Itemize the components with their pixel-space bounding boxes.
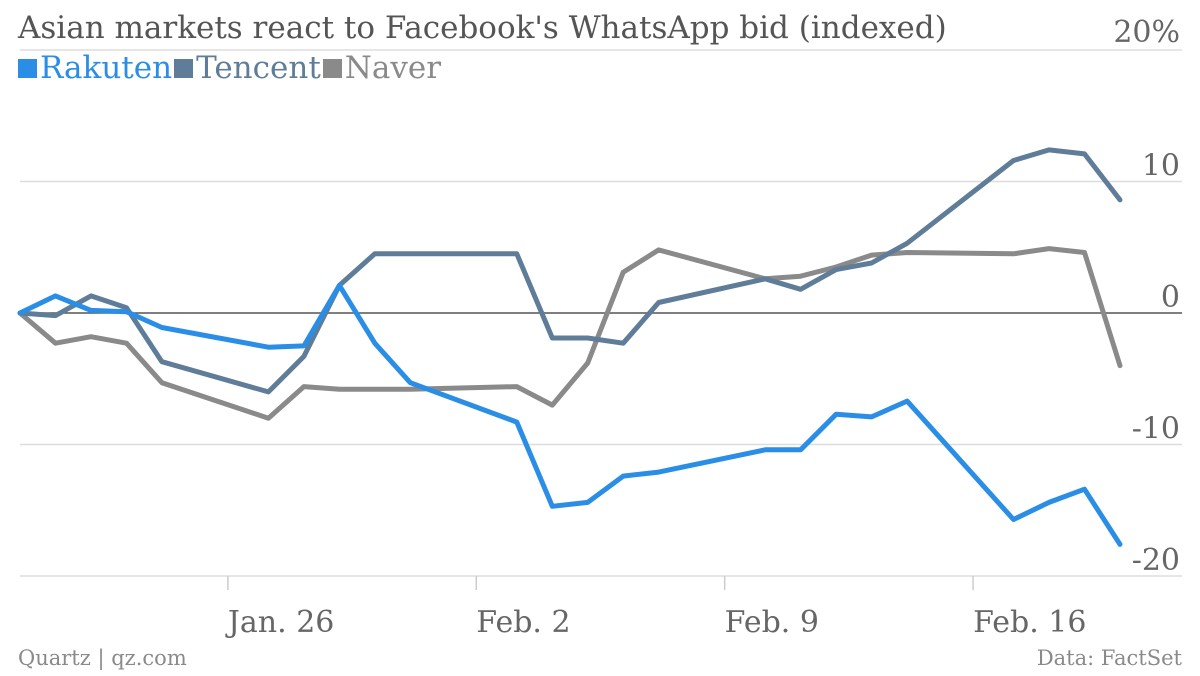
legend: Rakuten Tencent Naver [18,50,443,86]
x-tick-label: Feb. 9 [725,605,819,640]
y-tick-label: 10 [1142,149,1180,184]
series-line-tencent [17,147,1123,395]
legend-item-tencent: Tencent [174,50,321,86]
y-tick-label: -20 [1132,543,1180,578]
y-tick-label: 20% [1113,15,1180,50]
legend-label-rakuten: Rakuten [40,50,173,86]
chart-title: Asian markets react to Facebook's WhatsA… [18,10,947,46]
series-line-naver [17,246,1123,421]
legend-swatch-rakuten [18,58,37,78]
grid-lines [20,49,1182,577]
legend-label-naver: Naver [344,50,442,86]
legend-item-rakuten: Rakuten [18,50,172,86]
y-tick-label: 0 [1161,280,1180,315]
source-credit: Quartz | qz.com [18,646,187,670]
legend-item-naver: Naver [322,50,442,86]
x-tick-label: Jan. 26 [225,605,334,640]
x-axis: Jan. 26 Feb. 2 Feb. 9 Feb. 16 [225,576,1086,640]
legend-label-tencent: Tencent [196,50,321,86]
series-lines [17,147,1123,547]
x-tick-label: Feb. 16 [973,605,1086,640]
y-tick-label: -10 [1132,412,1180,447]
series-line-rakuten [17,282,1123,547]
legend-swatch-tencent [174,58,194,78]
y-axis: 20% 10 0 -10 -20 [1113,15,1180,578]
data-source: Data: FactSet [1036,646,1182,670]
legend-swatch-naver [322,58,342,78]
x-tick-label: Feb. 2 [476,605,570,640]
